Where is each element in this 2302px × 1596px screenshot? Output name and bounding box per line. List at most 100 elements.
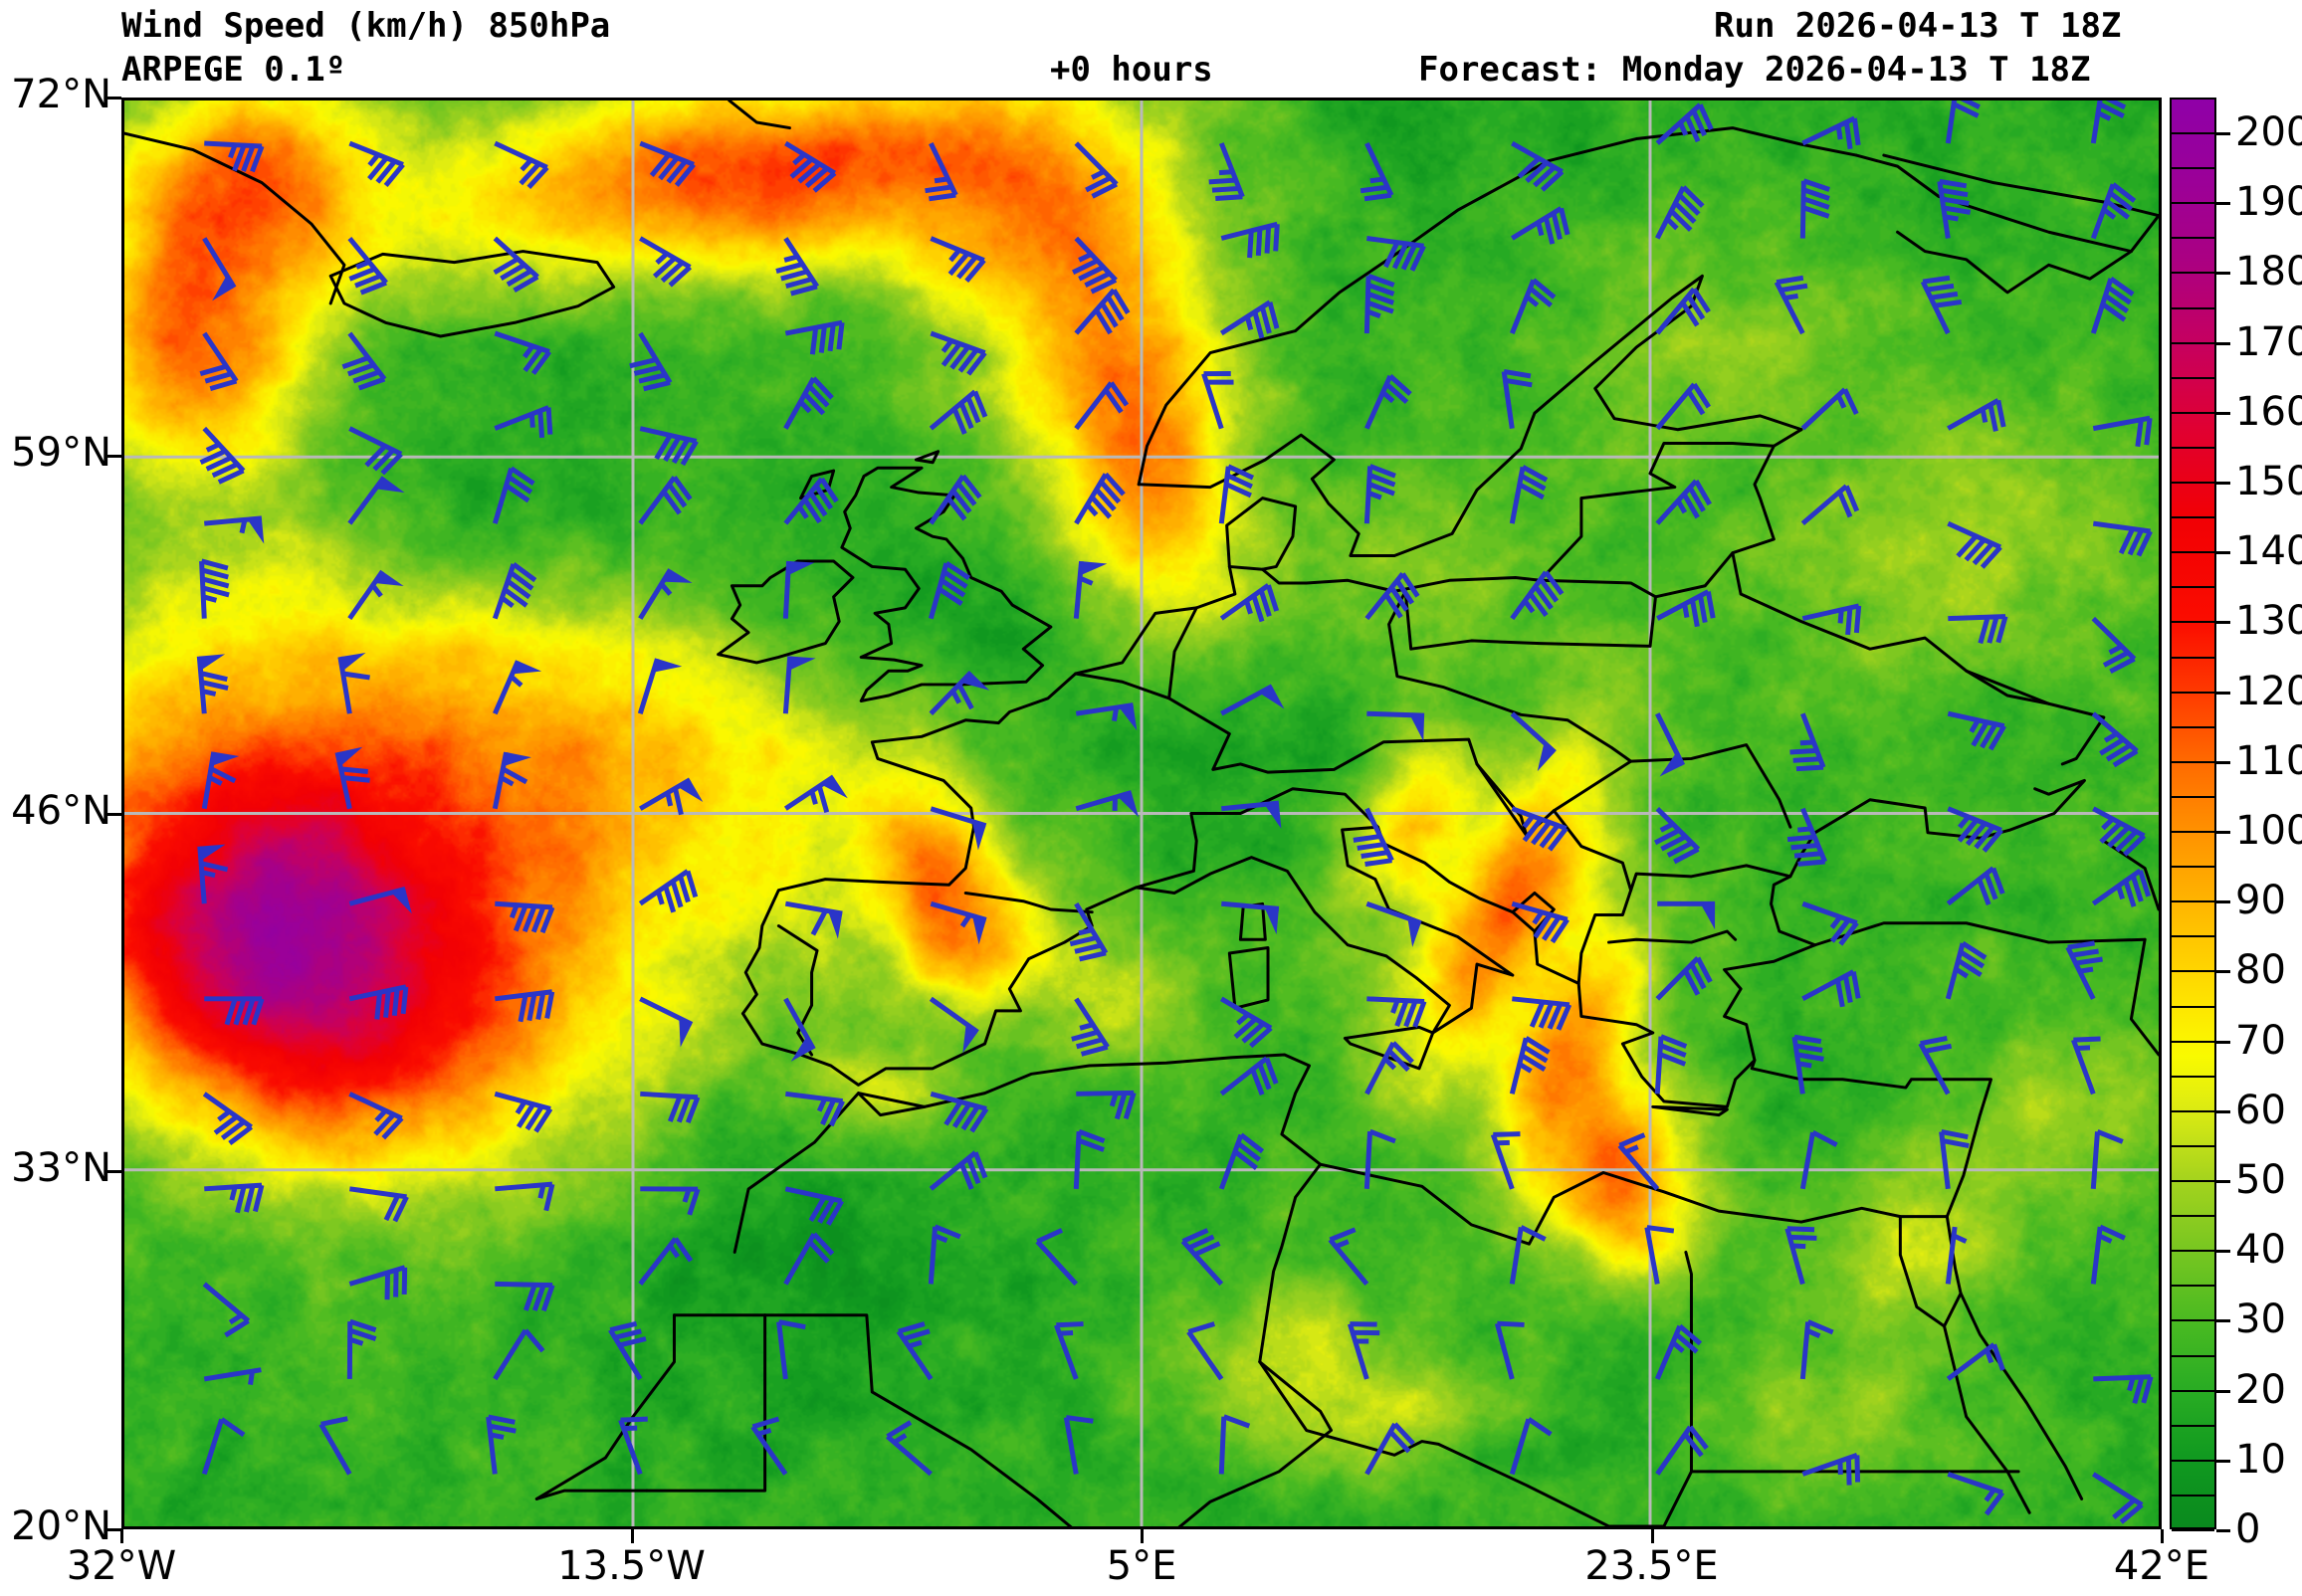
wind-barb xyxy=(202,237,237,290)
wind-barb xyxy=(1074,288,1131,335)
wind-barb xyxy=(346,1318,377,1379)
wind-barb xyxy=(486,1414,517,1475)
colorbar-minor-tick xyxy=(2172,237,2214,240)
y-axis-tick xyxy=(107,1170,121,1174)
x-axis-tick xyxy=(1141,1529,1144,1543)
wind-barb xyxy=(2092,806,2147,857)
wind-barb-pennant xyxy=(962,1024,978,1054)
wind-barb xyxy=(1799,178,1830,239)
colorbar-minor-tick xyxy=(2172,1285,2214,1288)
wind-barb xyxy=(1363,1128,1396,1189)
wind-barb xyxy=(1218,464,1255,524)
colorbar-minor-tick xyxy=(2172,411,2214,414)
y-axis-tick xyxy=(107,1528,121,1531)
coastline-path xyxy=(1238,901,1267,941)
wind-barb-pennant xyxy=(971,915,986,945)
colorbar-minor-tick xyxy=(2172,760,2214,763)
wind-barb xyxy=(1511,140,1565,192)
colorbar-minor-tick xyxy=(2172,376,2214,379)
colorbar-minor-tick xyxy=(2172,306,2214,309)
wind-barb xyxy=(204,1182,265,1214)
colorbar-tick-label: 200 xyxy=(2235,109,2302,156)
forecast-timestamp-label: Forecast: Monday 2026-04-13 T 18Z xyxy=(1418,50,2091,90)
wind-barb xyxy=(1364,572,1420,621)
wind-barb xyxy=(1654,1323,1703,1380)
wind-barb xyxy=(203,1367,262,1385)
wind-barb xyxy=(1180,1228,1224,1287)
coastline-path xyxy=(776,924,819,1057)
wind-barb xyxy=(492,561,537,620)
wind-barb xyxy=(2065,940,2103,1000)
x-axis-tick-label: 5°E xyxy=(1106,1543,1177,1589)
wind-barb xyxy=(629,331,673,392)
wind-barb xyxy=(1201,371,1234,430)
wind-barb xyxy=(1074,472,1126,525)
coastline-path xyxy=(763,1313,1073,1526)
wind-barb xyxy=(1920,275,1963,335)
colorbar-tick xyxy=(2216,1529,2230,1532)
coastline-path xyxy=(1552,809,1792,893)
wind-barb xyxy=(1510,570,1565,621)
colorbar-minor-tick xyxy=(2172,551,2214,554)
wind-barb xyxy=(1069,901,1109,962)
wind-barb-pennant xyxy=(971,821,986,851)
colorbar-ticks: 0 10 20 30 40 50 60 70 80 90 100 110 120 130 140 150 160… xyxy=(2170,98,2302,1552)
wind-barb xyxy=(1363,274,1395,334)
model-label: ARPEGE 0.1º xyxy=(121,50,346,90)
wind-barb xyxy=(1945,1226,1968,1285)
coastline-path xyxy=(328,250,616,338)
wind-barb xyxy=(1800,387,1859,431)
wind-barb xyxy=(784,900,843,936)
wind-barb xyxy=(1799,1319,1834,1380)
colorbar-tick xyxy=(2216,202,2230,206)
colorbar-tick xyxy=(2216,691,2230,695)
wind-barb xyxy=(1946,1342,2005,1381)
wind-barb-pennant xyxy=(679,1018,693,1048)
colorbar-tick xyxy=(2216,132,2230,136)
colorbar-tick xyxy=(2216,1040,2230,1044)
wind-barb-pennant xyxy=(1264,907,1279,935)
coastline-path xyxy=(2129,937,2159,1057)
wind-barb xyxy=(495,989,555,1023)
wind-barb xyxy=(1655,287,1711,335)
wind-barb-pennant xyxy=(247,517,265,544)
wind-barb xyxy=(930,236,986,283)
wind-barb-pennant xyxy=(1659,752,1683,777)
colorbar-minor-tick xyxy=(2172,900,2214,903)
wind-barb-pennant xyxy=(391,889,412,914)
wind-barb-pennant xyxy=(503,752,531,767)
wind-barbs xyxy=(196,100,2154,1524)
wind-barb xyxy=(1072,236,1118,295)
coastline-path xyxy=(732,1053,1992,1254)
wind-barb-pennant xyxy=(787,560,815,576)
colorbar-tick xyxy=(2216,1459,2230,1463)
colorbar-tick-label: 90 xyxy=(2235,878,2286,924)
coastline-path xyxy=(2129,214,2159,254)
wind-barb xyxy=(1494,1320,1525,1380)
wind-barb xyxy=(2093,1374,2154,1404)
wind-speed-map[interactable] xyxy=(121,98,2162,1529)
wind-barb xyxy=(348,140,405,188)
colorbar-minor-tick xyxy=(2172,1250,2214,1253)
wind-barb xyxy=(493,236,539,294)
wind-barb xyxy=(1786,807,1827,867)
coastline-path xyxy=(1896,230,2133,295)
colorbar-tick-label: 40 xyxy=(2235,1227,2286,1274)
wind-barb xyxy=(1801,603,1862,636)
wind-barb xyxy=(1364,1422,1415,1476)
coastline-path xyxy=(534,1313,676,1500)
wind-barb xyxy=(2091,711,2139,768)
colorbar-tick-label: 150 xyxy=(2235,459,2302,505)
wind-barb xyxy=(2090,1128,2124,1190)
x-axis-tick xyxy=(120,1529,123,1543)
colorbar-minor-tick xyxy=(2172,1180,2214,1183)
wind-barb xyxy=(775,237,820,297)
wind-barb xyxy=(1947,398,2006,432)
wind-barb-pennant xyxy=(199,844,226,862)
wind-barb xyxy=(2071,1036,2101,1096)
wind-barb xyxy=(1219,583,1280,623)
wind-barb xyxy=(1076,1090,1137,1120)
x-axis-tick-label: 32°W xyxy=(66,1543,177,1589)
coastline-path xyxy=(1227,946,1270,1010)
coastline-path xyxy=(1662,1250,1693,1526)
